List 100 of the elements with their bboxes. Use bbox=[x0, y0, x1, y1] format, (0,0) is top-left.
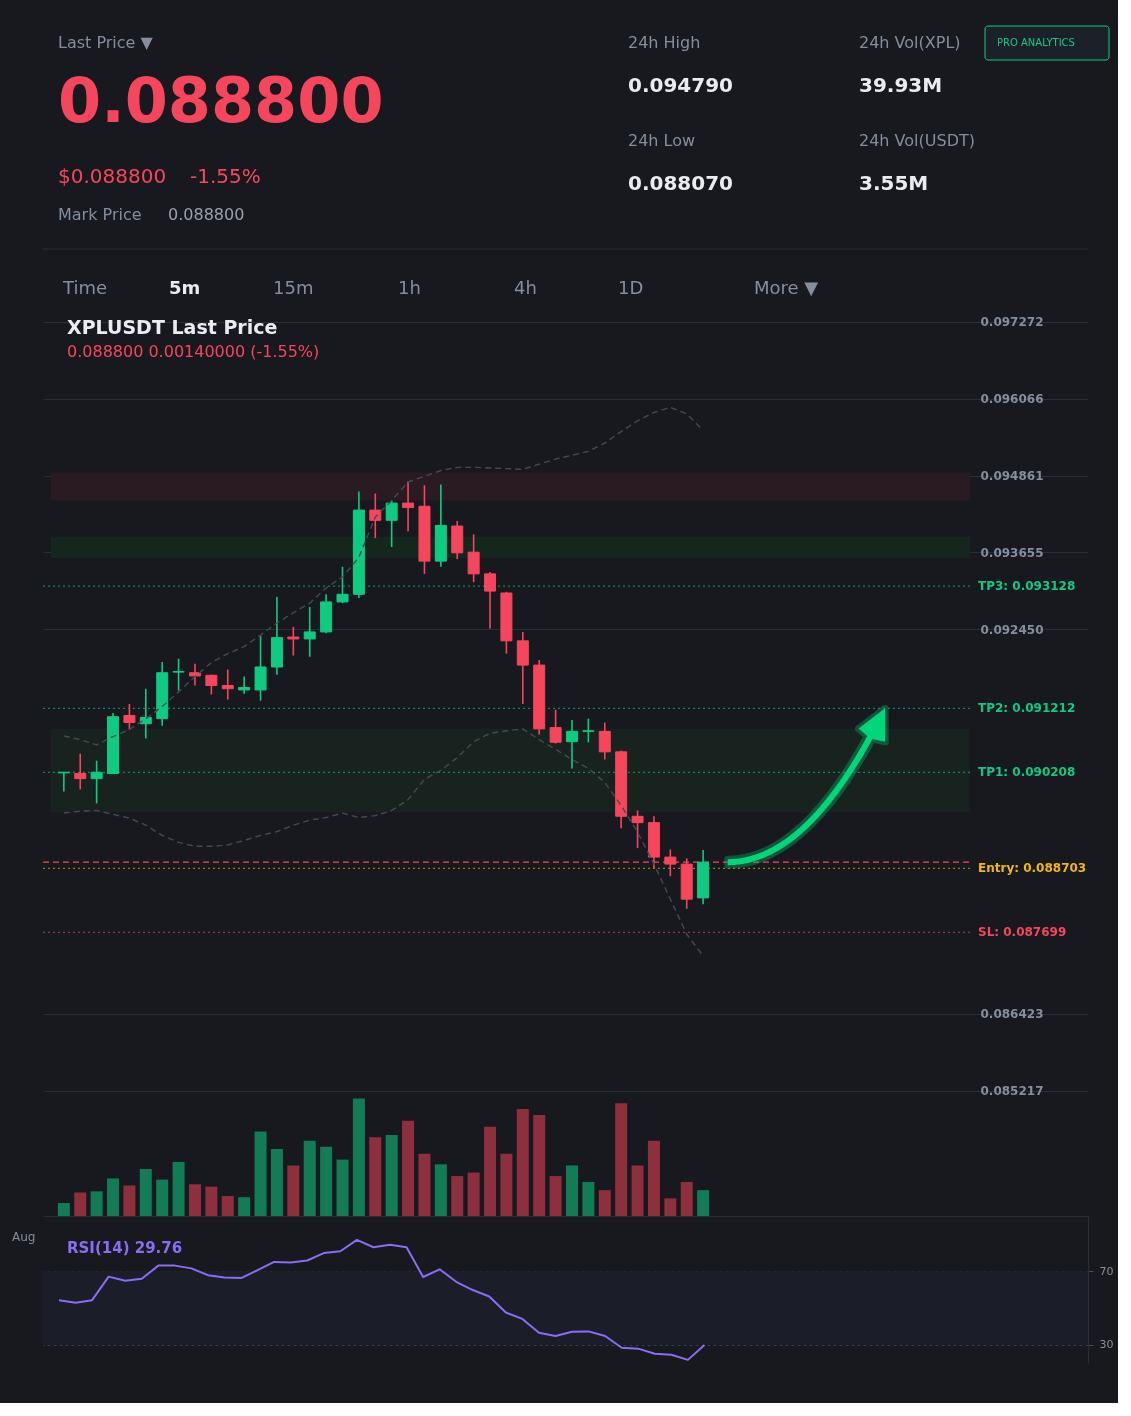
text: 24h Vol(XPL) bbox=[859, 33, 961, 52]
candlestick bbox=[57, 771, 70, 793]
bar bbox=[697, 1190, 710, 1216]
candlestick bbox=[402, 480, 415, 532]
candlestick bbox=[303, 606, 316, 658]
candlestick bbox=[598, 721, 611, 761]
bar bbox=[565, 1165, 578, 1216]
text: 24h Vol(USDT) bbox=[859, 131, 975, 150]
text: 0.088800 0.00140000 (-1.55%) bbox=[67, 342, 320, 361]
bar bbox=[549, 1176, 562, 1216]
text: PRO ANALYTICS bbox=[997, 37, 1075, 48]
bar bbox=[303, 1140, 316, 1216]
candlestick bbox=[565, 719, 578, 770]
text: 0.088800 bbox=[168, 205, 245, 224]
text: Aug bbox=[12, 1230, 36, 1244]
bar bbox=[615, 1103, 628, 1216]
text: 3.55M bbox=[859, 171, 929, 195]
candlestick bbox=[631, 809, 644, 849]
text: 0.088800 bbox=[58, 64, 384, 137]
bar bbox=[320, 1146, 333, 1216]
text: 24h Low bbox=[628, 131, 696, 150]
bar bbox=[123, 1185, 136, 1216]
text: 0.088070 bbox=[628, 171, 734, 195]
y-tick-label: 0.085217 bbox=[980, 1084, 1044, 1099]
bar bbox=[647, 1140, 660, 1216]
text: Time bbox=[62, 277, 108, 298]
bar bbox=[57, 1203, 70, 1216]
candlestick bbox=[221, 668, 234, 701]
y-tick-label: 0.086423 bbox=[980, 1007, 1044, 1022]
line-series bbox=[58, 1238, 706, 1361]
bar bbox=[467, 1172, 480, 1216]
bar bbox=[451, 1176, 464, 1216]
candlestick bbox=[549, 708, 562, 745]
bar bbox=[336, 1159, 349, 1216]
y-tick-label: 0.097272 bbox=[980, 315, 1044, 330]
y-tick-label: 70 bbox=[1099, 1264, 1114, 1278]
bar bbox=[287, 1165, 300, 1216]
ref-line-label: Entry: 0.088703 bbox=[978, 861, 1087, 876]
y-tick-label: 0.094861 bbox=[980, 469, 1044, 484]
bar bbox=[139, 1169, 152, 1216]
text: -1.55% bbox=[190, 164, 261, 188]
bar bbox=[74, 1192, 87, 1216]
bar bbox=[156, 1179, 169, 1216]
ref-line-label: TP3: 0.093128 bbox=[978, 579, 1076, 594]
bar bbox=[500, 1153, 513, 1216]
bar bbox=[533, 1114, 546, 1216]
bar bbox=[484, 1126, 497, 1216]
text: 24h High bbox=[628, 33, 701, 52]
text: 5m bbox=[169, 277, 201, 298]
candlestick bbox=[238, 675, 251, 695]
candlestick bbox=[74, 752, 87, 791]
bar bbox=[369, 1137, 382, 1216]
candlestick bbox=[188, 663, 201, 687]
text: 4h bbox=[514, 277, 537, 298]
bar bbox=[188, 1184, 201, 1216]
bar bbox=[385, 1134, 398, 1216]
candlestick bbox=[385, 499, 398, 548]
text: 39.93M bbox=[859, 73, 943, 97]
candlestick bbox=[123, 703, 136, 731]
y-tick-label: 0.096066 bbox=[980, 392, 1044, 407]
text: 15m bbox=[273, 277, 314, 298]
ref-line-label: TP2: 0.091212 bbox=[978, 701, 1076, 716]
candlestick bbox=[467, 533, 480, 583]
y-tick-label: 0.093655 bbox=[980, 546, 1044, 560]
bar bbox=[418, 1153, 431, 1216]
bar bbox=[582, 1181, 595, 1216]
candlestick bbox=[254, 634, 267, 702]
text: 1D bbox=[618, 277, 644, 298]
bar bbox=[402, 1120, 415, 1216]
text: $0.088800 bbox=[58, 164, 167, 188]
bar bbox=[680, 1181, 693, 1216]
bar bbox=[205, 1186, 218, 1216]
ref-line-label: TP1: 0.090208 bbox=[978, 765, 1076, 780]
text: Mark Price bbox=[58, 205, 142, 224]
text: Last Price ▼ bbox=[58, 33, 154, 52]
y-tick-label: 30 bbox=[1099, 1338, 1114, 1352]
candlestick bbox=[172, 657, 185, 692]
text: More ▼ bbox=[754, 277, 819, 298]
bar bbox=[631, 1165, 644, 1216]
text: RSI(14) 29.76 bbox=[67, 1239, 183, 1257]
bar bbox=[238, 1197, 251, 1216]
bar bbox=[664, 1198, 677, 1216]
bar bbox=[107, 1178, 120, 1216]
bar bbox=[90, 1191, 103, 1216]
candlestick bbox=[287, 626, 300, 657]
candlestick bbox=[336, 566, 349, 605]
candlestick bbox=[582, 717, 595, 744]
candlestick bbox=[369, 492, 382, 539]
candlestick bbox=[484, 571, 497, 630]
chart-title: XPLUSDT Last Price bbox=[67, 316, 278, 338]
bar bbox=[516, 1109, 529, 1216]
text: 1h bbox=[398, 277, 421, 298]
bar bbox=[270, 1149, 283, 1216]
bar bbox=[434, 1164, 447, 1216]
line-series bbox=[63, 728, 704, 957]
y-tick-label: 0.092450 bbox=[980, 622, 1044, 637]
bar bbox=[221, 1196, 234, 1216]
bar bbox=[598, 1190, 611, 1216]
bar bbox=[172, 1161, 185, 1216]
bar bbox=[254, 1131, 267, 1216]
